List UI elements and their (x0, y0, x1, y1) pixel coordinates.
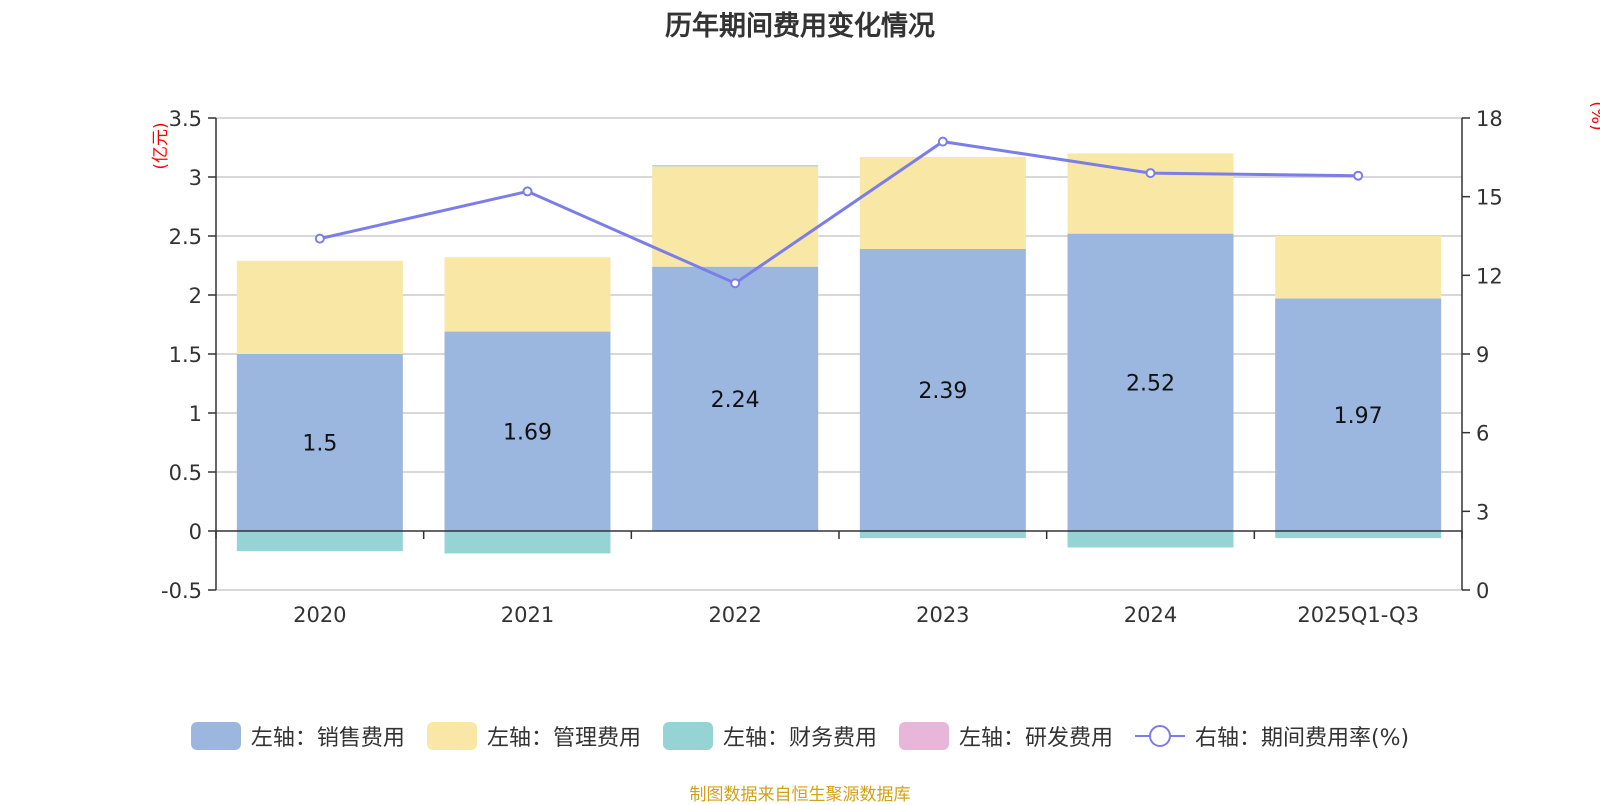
right-tick-label: 3 (1476, 500, 1489, 524)
left-tick-label: 0 (189, 520, 202, 544)
bar-admin (652, 166, 819, 267)
chart-title: 历年期间费用变化情况 (665, 11, 935, 42)
left-tick-label: 2 (189, 284, 202, 308)
bar-sales (444, 331, 611, 531)
ratio-point (314, 233, 325, 244)
source-note: 制图数据来自恒生聚源数据库 (689, 785, 911, 805)
bar-value-label: 1.5 (302, 432, 337, 457)
left-tick-label: -0.5 (161, 579, 202, 603)
legend-swatch-admin (426, 722, 477, 750)
legend-label-rnd: 左轴：研发费用 (958, 726, 1113, 751)
x-tick-label: 2024 (1124, 603, 1177, 627)
ratio-point (1353, 170, 1364, 181)
bar-value-label: 2.39 (918, 379, 967, 404)
right-tick-label: 18 (1476, 107, 1503, 131)
left-tick-label: 1.5 (169, 343, 202, 367)
bar-admin (859, 156, 1026, 249)
legend-item-rnd[interactable]: 左轴：研发费用 (898, 720, 1113, 752)
legend-label-sales: 左轴：销售费用 (250, 726, 405, 751)
legend-label-ratio: 右轴：期间费用率(%) (1194, 726, 1410, 751)
bar-value-label: 2.24 (711, 388, 760, 413)
right-tick-label: 6 (1476, 422, 1489, 446)
legend-swatch-ratio (1134, 722, 1185, 750)
bar-sales (859, 248, 1026, 532)
ratio-point (937, 136, 948, 147)
bar-value-label: 1.69 (503, 420, 552, 445)
ratio-point (522, 186, 533, 197)
label-layer: 1.5 1.69 2.24 2.39 2.52 1.97 (302, 371, 1382, 456)
bar-value-label: 2.52 (1126, 371, 1175, 396)
legend-item-ratio[interactable]: 右轴：期间费用率(%) (1134, 720, 1410, 752)
axis-layer: -0.5 0 0.5 1 1.5 2 2.5 3 3.5 0 3 6 9 12 15 18 2020 2021 20… (161, 107, 1503, 627)
x-tick-label: 2021 (501, 603, 554, 627)
bar-finance (652, 165, 819, 167)
legend-label-admin: 左轴：管理费用 (486, 726, 641, 751)
x-tick-label: 2022 (708, 603, 761, 627)
bar-finance (1067, 531, 1234, 548)
bar-admin (444, 257, 611, 332)
legend-item-finance[interactable]: 左轴：财务费用 (662, 720, 877, 752)
bar-finance (444, 531, 611, 554)
bar-sales (1275, 298, 1442, 531)
left-axis-unit: (亿元) (151, 122, 171, 169)
bar-sales (1067, 233, 1234, 531)
grid-layer (216, 117, 1462, 591)
bar-sales (236, 354, 403, 531)
right-tick-label: 9 (1476, 343, 1489, 367)
right-tick-label: 15 (1476, 186, 1503, 210)
legend-swatch-rnd (898, 722, 949, 750)
legend-item-admin[interactable]: 左轴：管理费用 (426, 720, 641, 752)
legend: 左轴：销售费用 左轴：管理费用 左轴：财务费用 左轴：研发费用 右轴：期间费用率… (0, 720, 1600, 752)
left-tick-label: 1 (189, 402, 202, 426)
right-tick-label: 0 (1476, 579, 1489, 603)
ratio-point (1145, 168, 1156, 179)
bar-sales (652, 266, 819, 531)
legend-label-finance: 左轴：财务费用 (722, 726, 877, 751)
x-tick-label: 2020 (293, 603, 346, 627)
ratio-point (730, 278, 741, 289)
x-tick-label: 2023 (916, 603, 969, 627)
bar-admin (236, 260, 403, 354)
right-tick-label: 12 (1476, 264, 1503, 288)
legend-swatch-finance (662, 722, 713, 750)
ratio-line (319, 140, 1359, 285)
left-tick-label: 3 (189, 166, 202, 190)
bar-finance (1275, 531, 1442, 539)
bar-admin (1067, 153, 1234, 234)
bar-finance (859, 531, 1026, 539)
bar-layer (236, 153, 1442, 554)
line-layer (314, 136, 1364, 289)
bar-admin (1275, 236, 1442, 299)
left-tick-label: 0.5 (169, 461, 202, 485)
left-tick-label: 3.5 (169, 107, 202, 131)
x-tick-label: 2025Q1-Q3 (1297, 603, 1419, 627)
right-axis-unit: (%) (1587, 101, 1600, 130)
bar-finance (236, 531, 403, 552)
left-tick-label: 2.5 (169, 225, 202, 249)
legend-item-sales[interactable]: 左轴：销售费用 (190, 720, 405, 752)
bar-value-label: 1.97 (1334, 404, 1383, 429)
legend-swatch-sales (190, 722, 241, 750)
